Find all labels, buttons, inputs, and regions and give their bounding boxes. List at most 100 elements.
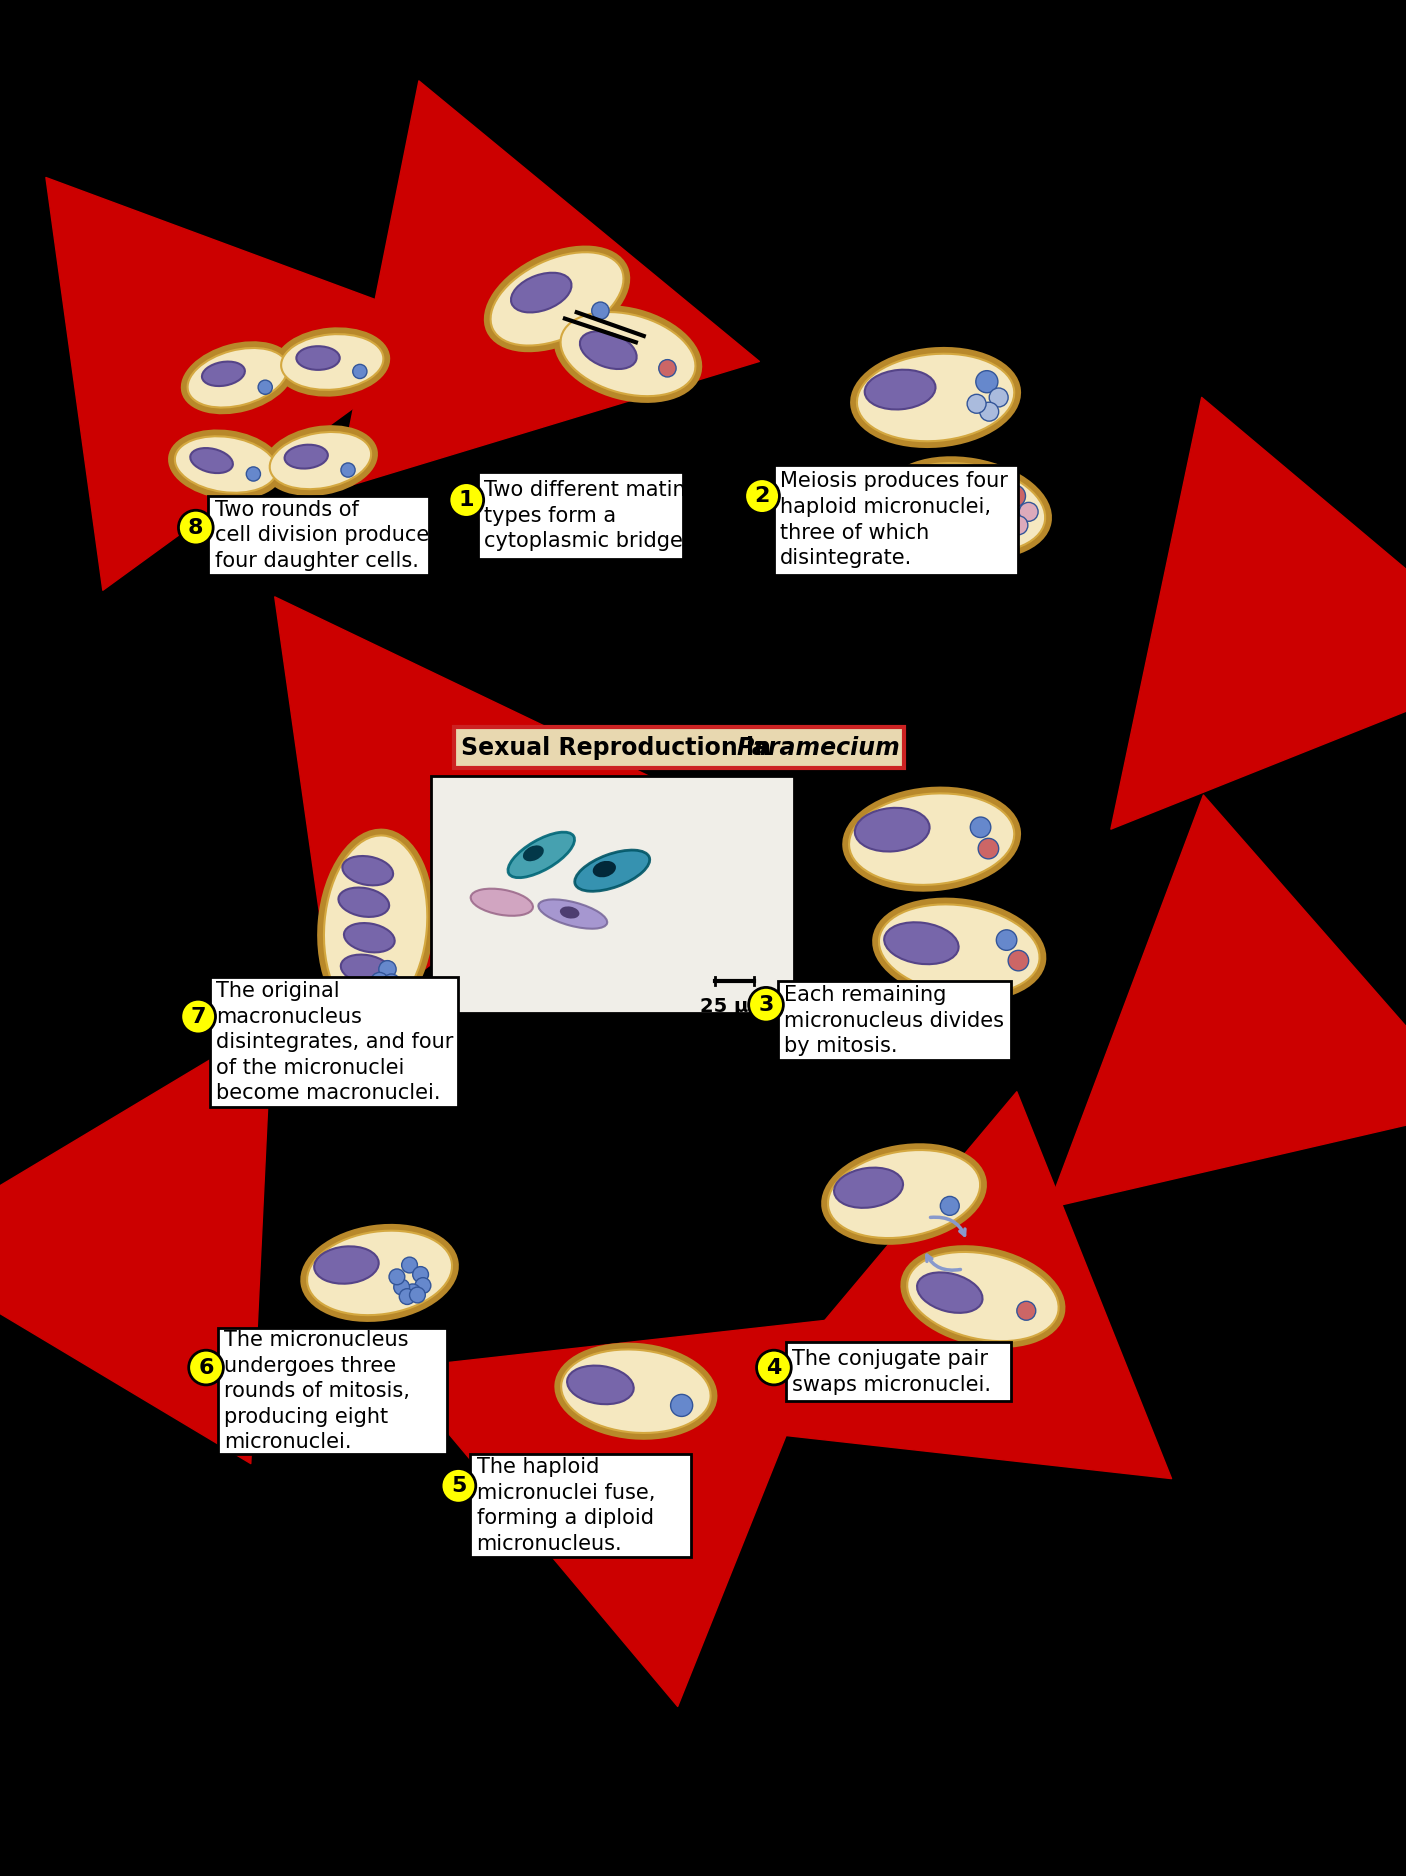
Ellipse shape (555, 308, 700, 401)
Ellipse shape (382, 974, 401, 991)
Ellipse shape (405, 1283, 420, 1300)
Ellipse shape (855, 809, 929, 852)
Text: 8: 8 (188, 518, 204, 538)
Ellipse shape (413, 1266, 429, 1283)
Ellipse shape (343, 855, 394, 885)
Text: Paramecium: Paramecium (737, 735, 901, 760)
Ellipse shape (561, 311, 696, 396)
Ellipse shape (976, 371, 998, 392)
Ellipse shape (1004, 486, 1025, 507)
Ellipse shape (980, 401, 998, 420)
Text: 5: 5 (451, 1476, 467, 1495)
Ellipse shape (394, 1279, 409, 1294)
Ellipse shape (756, 1351, 792, 1384)
Ellipse shape (284, 445, 328, 469)
Ellipse shape (560, 906, 579, 919)
Ellipse shape (593, 861, 616, 878)
Ellipse shape (307, 1231, 453, 1315)
FancyBboxPatch shape (454, 728, 904, 767)
Text: 7: 7 (190, 1007, 205, 1026)
Ellipse shape (183, 343, 292, 413)
Text: 6: 6 (198, 1358, 214, 1377)
Ellipse shape (523, 846, 544, 861)
Ellipse shape (415, 1278, 430, 1293)
FancyBboxPatch shape (778, 981, 1011, 1060)
Ellipse shape (353, 364, 367, 379)
FancyBboxPatch shape (470, 1454, 692, 1557)
Ellipse shape (389, 1268, 405, 1285)
Ellipse shape (170, 431, 281, 497)
Ellipse shape (579, 332, 637, 370)
Ellipse shape (997, 930, 1017, 951)
Ellipse shape (319, 831, 432, 1021)
Ellipse shape (246, 467, 260, 480)
FancyBboxPatch shape (209, 977, 458, 1107)
FancyBboxPatch shape (208, 495, 429, 574)
Ellipse shape (856, 355, 1014, 441)
Ellipse shape (277, 330, 388, 394)
Ellipse shape (339, 887, 389, 917)
FancyBboxPatch shape (786, 1343, 1011, 1401)
Ellipse shape (373, 985, 391, 1002)
Ellipse shape (659, 360, 676, 377)
Ellipse shape (903, 1248, 1063, 1345)
Ellipse shape (745, 478, 779, 514)
Text: Each remaining
micronucleus divides
by mitosis.: Each remaining micronucleus divides by m… (785, 985, 1004, 1056)
Ellipse shape (187, 347, 288, 407)
FancyBboxPatch shape (478, 473, 683, 559)
Text: 2: 2 (755, 486, 769, 507)
Ellipse shape (824, 1146, 984, 1242)
Ellipse shape (179, 510, 214, 544)
Ellipse shape (1019, 503, 1038, 522)
Ellipse shape (344, 923, 395, 953)
Ellipse shape (979, 839, 998, 859)
Text: 4: 4 (766, 1358, 782, 1377)
Ellipse shape (314, 1246, 378, 1283)
Ellipse shape (323, 835, 427, 1017)
Ellipse shape (486, 248, 628, 351)
Text: Sexual Reproduction in: Sexual Reproduction in (461, 735, 779, 760)
Ellipse shape (340, 463, 356, 477)
FancyBboxPatch shape (773, 465, 1018, 574)
Ellipse shape (852, 349, 1019, 446)
Ellipse shape (1010, 516, 1028, 535)
Ellipse shape (834, 1167, 903, 1208)
Ellipse shape (340, 955, 391, 983)
Ellipse shape (748, 987, 783, 1022)
Ellipse shape (828, 1150, 980, 1238)
Ellipse shape (378, 961, 396, 977)
Ellipse shape (967, 394, 986, 413)
Ellipse shape (190, 448, 233, 473)
Ellipse shape (893, 484, 963, 523)
Ellipse shape (174, 437, 277, 493)
FancyBboxPatch shape (218, 1328, 447, 1454)
Ellipse shape (538, 899, 607, 929)
Ellipse shape (845, 788, 1019, 889)
Ellipse shape (1008, 951, 1029, 972)
FancyBboxPatch shape (430, 777, 793, 1013)
Ellipse shape (917, 1272, 983, 1313)
Text: The haploid
micronuclei fuse,
forming a diploid
micronucleus.: The haploid micronuclei fuse, forming a … (477, 1458, 655, 1553)
Text: Two rounds of
cell division produce
four daughter cells.: Two rounds of cell division produce four… (215, 499, 429, 570)
Text: Meiosis produces four
haploid micronuclei,
three of which
disintegrate.: Meiosis produces four haploid micronucle… (780, 471, 1008, 568)
Text: 25 μm: 25 μm (700, 996, 769, 1017)
Text: 3: 3 (758, 994, 773, 1015)
Ellipse shape (575, 850, 650, 891)
Ellipse shape (510, 272, 571, 313)
Text: The micronucleus
undergoes three
rounds of mitosis,
producing eight
micronuclei.: The micronucleus undergoes three rounds … (224, 1330, 411, 1452)
Ellipse shape (399, 1289, 415, 1304)
Text: Two different mating
types form a
cytoplasmic bridge.: Two different mating types form a cytopl… (485, 480, 699, 552)
Ellipse shape (592, 302, 609, 319)
Ellipse shape (865, 370, 935, 409)
Ellipse shape (970, 818, 991, 837)
Ellipse shape (1017, 1302, 1036, 1321)
Ellipse shape (889, 463, 1045, 553)
Ellipse shape (884, 923, 959, 964)
Ellipse shape (990, 388, 1008, 407)
Ellipse shape (849, 794, 1014, 885)
Ellipse shape (907, 1251, 1059, 1341)
Ellipse shape (270, 431, 371, 490)
Ellipse shape (297, 347, 340, 370)
Ellipse shape (884, 458, 1050, 557)
Ellipse shape (449, 482, 484, 518)
